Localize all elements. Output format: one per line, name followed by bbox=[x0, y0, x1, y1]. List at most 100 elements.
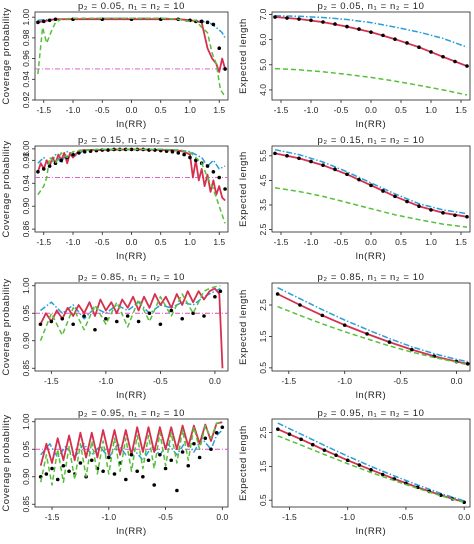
y-tick-label: 6.0 bbox=[258, 33, 268, 45]
y-axis-label: Coverage probability bbox=[1, 414, 12, 511]
y-tick-label: 0.98 bbox=[21, 29, 31, 46]
series-point bbox=[380, 472, 385, 477]
series-point bbox=[342, 323, 347, 327]
x-tick-label: 1.5 bbox=[455, 237, 467, 247]
panel-title: p₂ = 0.15, n₁ = n₂ = 10 bbox=[317, 135, 424, 146]
x-tick-label: -1.5 bbox=[274, 237, 289, 247]
series-point bbox=[287, 432, 292, 437]
series-point bbox=[369, 467, 373, 472]
series-point bbox=[209, 447, 213, 452]
y-tick-label: 1.00 bbox=[21, 140, 31, 157]
series-point bbox=[465, 214, 469, 219]
series-point bbox=[175, 488, 179, 493]
y-tick-label: 4.0 bbox=[258, 84, 268, 96]
series-point bbox=[71, 322, 75, 327]
series-point bbox=[310, 442, 315, 447]
series-point bbox=[106, 148, 110, 152]
series-point bbox=[417, 204, 421, 208]
series-point bbox=[176, 151, 181, 155]
x-tick-label: -1.5 bbox=[44, 376, 59, 386]
series-line-red bbox=[37, 18, 226, 73]
series-point bbox=[60, 316, 65, 321]
y-tick-label: 0.5 bbox=[258, 362, 268, 374]
x-tick-label: 0.5 bbox=[395, 105, 407, 115]
y-tick-label: 2.5 bbox=[258, 299, 268, 311]
series-point bbox=[214, 430, 219, 435]
x-tick-label: 1.5 bbox=[455, 105, 467, 115]
series-line-green bbox=[274, 67, 468, 96]
x-tick-label: 1.0 bbox=[184, 237, 196, 247]
series-point bbox=[36, 170, 40, 174]
y-tick-label: 7.0 bbox=[258, 8, 268, 20]
series-line-green bbox=[39, 420, 223, 486]
series-point bbox=[170, 149, 175, 154]
series-point bbox=[387, 340, 392, 344]
series-point bbox=[182, 152, 186, 157]
series-line-blue bbox=[277, 422, 465, 502]
x-tick-label: -0.5 bbox=[95, 105, 110, 115]
chart-panel-1: p₂ = 0.05, n₁ = n₂ = 10 ln(RR) Coverage pr… bbox=[1, 1, 229, 130]
x-tick-label: -1.5 bbox=[274, 105, 289, 115]
y-tick-label: 0.5 bbox=[258, 494, 268, 506]
series-point bbox=[202, 314, 206, 318]
y-tick-label: 0.94 bbox=[21, 175, 31, 192]
series-point bbox=[345, 24, 349, 29]
series-point bbox=[417, 45, 421, 49]
x-tick-label: 0.0 bbox=[365, 237, 377, 247]
x-tick-label: -0.5 bbox=[95, 237, 110, 247]
series-point bbox=[169, 308, 174, 313]
series-point bbox=[369, 30, 373, 34]
series-point bbox=[129, 452, 134, 457]
x-tick-label: -1.0 bbox=[337, 376, 352, 386]
x-tick-label: 0.0 bbox=[451, 376, 463, 386]
chart-panel-2: p₂ = 0.05, n₁ = n₂ = 10 ln(RR) Expected le… bbox=[238, 1, 471, 130]
series-point bbox=[285, 16, 289, 20]
series-point bbox=[49, 319, 54, 324]
y-tick-label: 2.5 bbox=[258, 426, 268, 438]
series-point bbox=[275, 292, 280, 296]
y-tick-label: 0.90 bbox=[21, 198, 31, 215]
series-line-green bbox=[37, 17, 225, 96]
series-point bbox=[93, 327, 97, 332]
x-tick-label: -1.5 bbox=[45, 512, 60, 522]
series-point bbox=[217, 175, 222, 180]
chart-panel-7: p₂ = 0.95, n₁ = n₂ = 10 ln(RR) Coverage pr… bbox=[1, 408, 228, 537]
series-point bbox=[223, 187, 227, 191]
x-tick-label: 1.5 bbox=[213, 105, 225, 115]
series-point bbox=[276, 427, 280, 431]
series-point bbox=[129, 147, 134, 152]
chart-panel-6: p₂ = 0.85, n₁ = n₂ = 10 ln(RR) Expected le… bbox=[238, 272, 471, 401]
x-tick-label: 0.0 bbox=[126, 105, 138, 115]
panel-title: p₂ = 0.05, n₁ = n₂ = 10 bbox=[317, 1, 424, 12]
plot-area bbox=[35, 284, 228, 369]
plot-area bbox=[273, 148, 469, 228]
series-point bbox=[429, 208, 433, 212]
plot-frame bbox=[271, 418, 471, 508]
series-point bbox=[205, 164, 210, 168]
x-tick-label: -1.5 bbox=[36, 237, 51, 247]
series-point bbox=[163, 466, 168, 471]
panel-title: p₂ = 0.95, n₁ = n₂ = 10 bbox=[78, 408, 185, 419]
plot-frame bbox=[34, 418, 229, 508]
series-point bbox=[61, 463, 66, 468]
y-axis-label: Expected length bbox=[238, 18, 249, 94]
series-line-green bbox=[37, 148, 226, 224]
y-tick-label: 0.85 bbox=[21, 360, 31, 377]
y-tick-label: 0.94 bbox=[21, 71, 31, 88]
series-point bbox=[285, 154, 289, 158]
series-point bbox=[465, 361, 470, 366]
series-point bbox=[357, 177, 361, 182]
series-point bbox=[141, 474, 145, 479]
series-line-red bbox=[274, 16, 468, 67]
series-point bbox=[82, 314, 86, 318]
series-point bbox=[453, 59, 457, 64]
series-point bbox=[465, 64, 469, 68]
panel-title: p₂ = 0.15, n₁ = n₂ = 10 bbox=[78, 135, 185, 146]
panel-title: p₂ = 0.85, n₁ = n₂ = 10 bbox=[78, 272, 185, 283]
y-tick-label: 4.5 bbox=[258, 174, 268, 186]
chart-panel-5: p₂ = 0.85, n₁ = n₂ = 10 ln(RR) Coverage pr… bbox=[1, 272, 229, 401]
y-tick-label: 2.5 bbox=[258, 223, 268, 235]
series-point bbox=[217, 46, 222, 51]
y-axis-label: Expected length bbox=[238, 151, 249, 227]
